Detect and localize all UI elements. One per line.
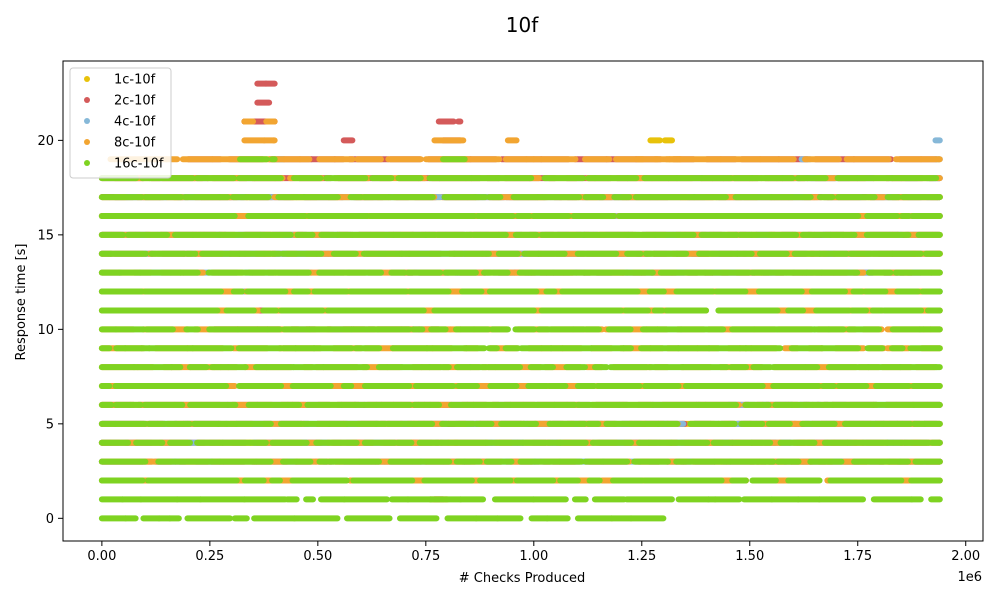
axes-frame bbox=[62, 60, 984, 542]
x-axis: 0.00 0.25 0.50 0.75 1.00 1.25 1.50 1.75 2.00 bbox=[87, 541, 980, 564]
x-tick-label: 0.00 bbox=[87, 549, 116, 564]
legend-marker-4c-10f bbox=[84, 118, 90, 124]
x-tick-label: 0.50 bbox=[303, 549, 332, 564]
legend-label-2c-10f: 2c-10f bbox=[114, 94, 156, 109]
legend-label-8c-10f: 8c-10f bbox=[114, 136, 156, 151]
y-tick-label: 15 bbox=[37, 228, 54, 243]
legend-marker-2c-10f bbox=[84, 97, 90, 103]
x-tick-label: 0.75 bbox=[411, 549, 440, 564]
legend-marker-8c-10f bbox=[84, 139, 90, 145]
legend-marker-16c-10f bbox=[84, 160, 90, 166]
y-tick-label: 20 bbox=[37, 134, 54, 149]
legend-label-16c-10f: 16c-10f bbox=[114, 157, 164, 172]
y-tick-label: 5 bbox=[46, 417, 54, 432]
legend-marker-1c-10f bbox=[84, 76, 90, 82]
x-tick-label: 1.25 bbox=[627, 549, 656, 564]
legend: 1c-10f 2c-10f 4c-10f 8c-10f 16c-10f bbox=[69, 67, 172, 179]
x-tick-label: 0.25 bbox=[195, 549, 224, 564]
legend-label-4c-10f: 4c-10f bbox=[114, 115, 156, 130]
x-axis-offset-text: 1e6 bbox=[957, 570, 982, 585]
y-axis-label: Response time [s] bbox=[14, 244, 29, 361]
plot-area bbox=[98, 80, 943, 522]
x-axis-label: # Checks Produced bbox=[459, 571, 585, 586]
legend-box bbox=[69, 67, 172, 179]
y-tick-label: 10 bbox=[37, 323, 54, 338]
y-axis: 0 5 10 15 20 bbox=[37, 134, 63, 527]
x-tick-label: 1.50 bbox=[735, 549, 764, 564]
x-tick-label: 1.00 bbox=[519, 549, 548, 564]
chart-title: 10f bbox=[506, 13, 539, 37]
legend-label-1c-10f: 1c-10f bbox=[114, 73, 156, 88]
y-tick-label: 0 bbox=[46, 512, 54, 527]
series-16c-10f bbox=[98, 156, 943, 522]
x-tick-label: 2.00 bbox=[951, 549, 980, 564]
x-tick-label: 1.75 bbox=[843, 549, 872, 564]
